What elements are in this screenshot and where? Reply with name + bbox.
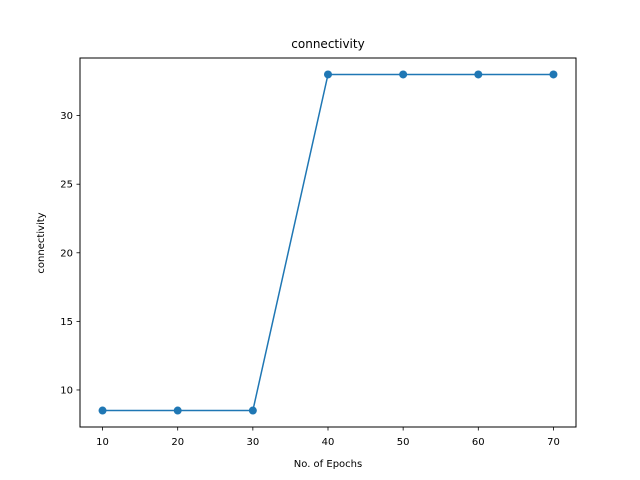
data-point	[474, 70, 483, 79]
x-tick-label: 40	[322, 437, 335, 448]
y-axis-label: connectivity	[36, 212, 47, 273]
y-axis-ticks: 10 15 20 25 30	[60, 111, 80, 396]
x-tick-label: 30	[246, 437, 259, 448]
chart-title: connectivity	[291, 37, 364, 51]
series-group	[98, 70, 558, 415]
y-tick-label: 25	[60, 180, 73, 191]
y-tick-label: 15	[60, 317, 73, 328]
x-axis-ticks: 10 20 30 40 50 60 70	[96, 427, 560, 448]
x-tick-label: 60	[472, 437, 485, 448]
data-point	[324, 70, 332, 79]
y-tick-label: 20	[60, 248, 73, 259]
data-point	[399, 70, 408, 79]
x-tick-label: 10	[96, 437, 109, 448]
data-point	[549, 70, 558, 79]
x-tick-label: 50	[397, 437, 410, 448]
data-point	[248, 406, 257, 415]
y-tick-label: 10	[60, 385, 73, 396]
data-point	[173, 406, 182, 415]
y-tick-label: 30	[60, 111, 73, 122]
plot-area	[79, 57, 577, 428]
x-tick-label: 20	[171, 437, 184, 448]
x-tick-label: 70	[547, 437, 560, 448]
x-axis-label: No. of Epochs	[294, 459, 362, 470]
data-point	[98, 406, 107, 415]
